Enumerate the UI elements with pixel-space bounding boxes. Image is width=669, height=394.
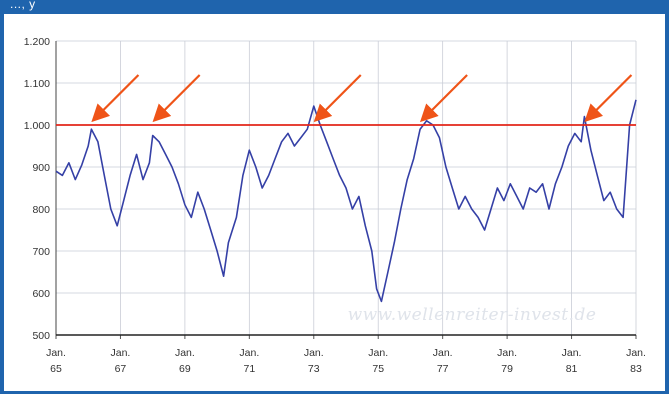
x-tick-month-label: Jan. xyxy=(433,347,453,359)
y-tick-label: 1.100 xyxy=(24,78,50,90)
x-tick-year-label: 83 xyxy=(630,363,642,375)
x-tick-month-label: Jan. xyxy=(111,347,131,359)
x-tick-year-label: 81 xyxy=(566,363,578,375)
peak-arrow xyxy=(152,74,201,123)
peak-arrow xyxy=(91,74,140,123)
x-tick-year-label: 73 xyxy=(308,363,320,375)
y-tick-label: 500 xyxy=(32,330,50,342)
x-tick-year-label: 77 xyxy=(437,363,449,375)
y-tick-label: 900 xyxy=(32,162,50,174)
y-tick-label: 1.200 xyxy=(24,36,50,48)
peak-arrow xyxy=(419,74,468,123)
x-tick-year-label: 67 xyxy=(115,363,127,375)
series-line xyxy=(55,99,637,303)
peak-arrow xyxy=(313,74,362,123)
title-bar-text: ..., y xyxy=(10,0,36,11)
watermark-text: www.wellenreiter-invest.de xyxy=(348,305,597,325)
x-tick-month-label: Jan. xyxy=(562,347,582,359)
x-tick-month-label: Jan. xyxy=(497,347,517,359)
x-tick-year-label: 69 xyxy=(179,363,191,375)
x-tick-year-label: 79 xyxy=(501,363,513,375)
x-tick-month-label: Jan. xyxy=(626,347,646,359)
y-tick-label: 800 xyxy=(32,204,50,216)
x-tick-month-label: Jan. xyxy=(239,347,259,359)
arrows-layer xyxy=(91,74,633,123)
window-title-bar: ..., y xyxy=(0,0,669,14)
x-tick-month-label: Jan. xyxy=(304,347,324,359)
x-tick-year-label: 71 xyxy=(243,363,255,375)
peak-arrow xyxy=(584,74,633,123)
x-tick-year-label: 65 xyxy=(50,363,62,375)
x-tick-month-label: Jan. xyxy=(175,347,195,359)
tick-labels: 1.200 1.100 1.000 900 800 700 600 500 Jan. 65 Jan.… xyxy=(24,36,646,375)
y-tick-label: 1.000 xyxy=(24,120,50,132)
x-tick-month-label: Jan. xyxy=(46,347,66,359)
y-tick-label: 600 xyxy=(32,288,50,300)
series-layer xyxy=(55,99,637,303)
y-tick-label: 700 xyxy=(32,246,50,258)
x-tick-year-label: 75 xyxy=(372,363,384,375)
axes xyxy=(55,41,637,339)
x-tick-month-label: Jan. xyxy=(368,347,388,359)
